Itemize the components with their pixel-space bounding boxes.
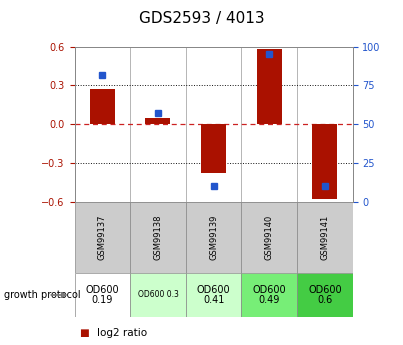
Text: OD600
0.6: OD600 0.6 (308, 285, 342, 305)
Bar (145, 118, 170, 124)
Text: OD600
0.19: OD600 0.19 (85, 285, 119, 305)
Bar (186, 273, 241, 317)
Text: OD600 0.3: OD600 0.3 (137, 290, 179, 299)
Bar (130, 273, 186, 317)
Text: GSM99141: GSM99141 (320, 215, 329, 260)
Text: log2 ratio: log2 ratio (97, 328, 147, 338)
Text: GSM99139: GSM99139 (209, 215, 218, 260)
Bar (90, 89, 115, 124)
Bar (130, 202, 186, 273)
Bar (201, 124, 226, 173)
Bar (241, 202, 297, 273)
Text: GSM99138: GSM99138 (154, 215, 162, 260)
Bar (75, 273, 130, 317)
Text: GSM99137: GSM99137 (98, 215, 107, 260)
Bar (257, 49, 282, 124)
Text: growth protocol: growth protocol (4, 290, 81, 300)
Text: OD600
0.49: OD600 0.49 (252, 285, 286, 305)
Bar (241, 273, 297, 317)
Bar (75, 202, 130, 273)
Bar (297, 202, 353, 273)
Bar (312, 124, 337, 199)
Bar (186, 202, 241, 273)
Text: OD600
0.41: OD600 0.41 (197, 285, 231, 305)
Text: ■: ■ (79, 328, 88, 338)
Text: GSM99140: GSM99140 (265, 215, 274, 260)
Text: GDS2593 / 4013: GDS2593 / 4013 (139, 11, 264, 27)
Bar (297, 273, 353, 317)
